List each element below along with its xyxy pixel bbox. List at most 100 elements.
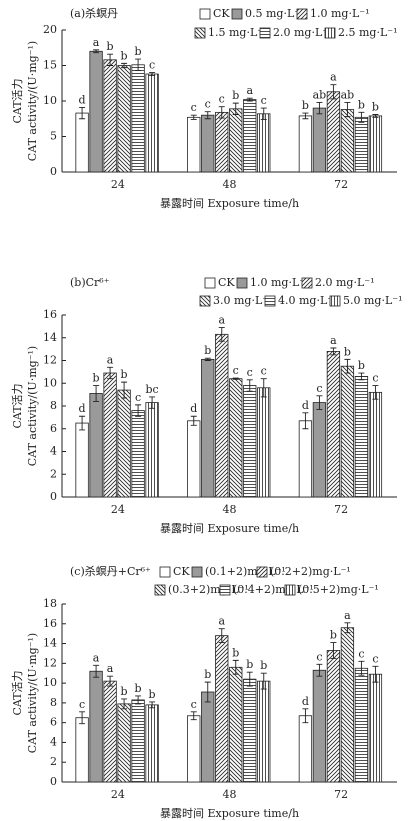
error-bar [344, 358, 351, 374]
error-bar [330, 347, 337, 356]
significance-letter: a [93, 651, 100, 664]
error-bar [79, 711, 86, 725]
error-bar [316, 101, 323, 115]
bar [354, 116, 369, 173]
significance-letter: b [330, 629, 337, 642]
legend-label: 1.0 mg·L⁻¹ [250, 276, 309, 289]
significance-letter: b [232, 89, 239, 102]
bar [215, 111, 229, 173]
error-bar [302, 112, 309, 120]
significance-letter: b [121, 49, 128, 62]
x-tick-label: 48 [223, 788, 237, 801]
significance-letter: a [218, 615, 225, 628]
significance-letter: b [121, 685, 128, 698]
error-bar [218, 628, 225, 644]
error-bar [149, 396, 156, 409]
bar [326, 91, 341, 173]
y-tick-label: 16 [43, 308, 57, 321]
x-tick-label: 48 [223, 178, 237, 191]
y-tick-label: 12 [43, 354, 57, 367]
error-bar [190, 114, 197, 120]
error-bar [246, 671, 253, 687]
y-tick-label: 18 [43, 597, 57, 610]
bar [215, 635, 229, 783]
significance-letter: b [135, 682, 142, 695]
legend-swatch [199, 8, 211, 20]
legend-swatch [191, 566, 203, 578]
y-axis-label: CAT活力 [11, 670, 24, 715]
legend-label: 1.0 mg·L⁻¹ [310, 7, 369, 20]
legend-label: 1.5 mg·L⁻¹ [208, 26, 267, 39]
error-bar [135, 58, 142, 71]
significance-letter: c [191, 698, 197, 711]
legend-label: 2.0 mg·L⁻¹ [315, 276, 374, 289]
y-tick-label: 6 [50, 716, 57, 729]
bar [229, 108, 243, 173]
bar [354, 667, 369, 783]
bar [75, 422, 89, 498]
significance-letter: c [149, 59, 155, 72]
error-bar [302, 412, 309, 430]
bar [243, 385, 257, 498]
y-tick-label: 6 [50, 422, 57, 435]
legend-label: (0.2+2)mg·L⁻¹ [270, 565, 351, 578]
significance-letter: a [330, 71, 337, 84]
bar [89, 50, 103, 173]
significance-letter: ab [313, 88, 327, 101]
bar [131, 699, 145, 783]
significance-letter: c [316, 382, 322, 395]
significance-letter: d [79, 93, 86, 106]
x-tick-label: 48 [223, 503, 237, 516]
significance-letter: d [190, 402, 197, 415]
legend-label: 4.0 mg·L⁻¹ [278, 294, 337, 307]
x-tick-label: 24 [111, 178, 125, 191]
bar [340, 109, 355, 173]
significance-letter: c [247, 366, 253, 379]
significance-letter: b [107, 40, 114, 53]
bar [89, 670, 103, 783]
significance-letter: c [219, 93, 225, 106]
significance-letter: ab [341, 88, 355, 101]
error-bar [246, 97, 253, 102]
error-bar [79, 415, 86, 431]
significance-letter: b [358, 98, 365, 111]
bar [117, 703, 131, 783]
panel-title: (b)Cr⁶⁺ [70, 276, 110, 289]
bar [368, 673, 383, 783]
legend-swatch [301, 277, 313, 289]
legend-label: 2.5 mg·L⁻¹ [338, 26, 397, 39]
y-tick-label: 0 [50, 775, 57, 788]
legend-swatch [329, 295, 341, 307]
bar [298, 420, 313, 498]
significance-letter: b [232, 646, 239, 659]
error-bar [232, 102, 239, 115]
bar [117, 389, 131, 498]
significance-letter: a [344, 609, 351, 622]
error-bar [358, 372, 365, 381]
x-tick-label: 72 [334, 788, 348, 801]
error-bar [344, 622, 351, 634]
x-axis-label: 暴露时间 Exposure time/h [160, 522, 299, 535]
bar [75, 717, 89, 783]
significance-letter: c [205, 98, 211, 111]
legend-swatch [194, 27, 206, 39]
significance-letter: b [260, 659, 267, 672]
significance-letter: b [344, 345, 351, 358]
legend-swatch [231, 8, 243, 20]
bar [187, 116, 201, 173]
legend-swatch [296, 8, 308, 20]
x-tick-label: 72 [334, 503, 348, 516]
bar [326, 350, 341, 498]
error-bar [135, 695, 142, 705]
error-bar [93, 385, 100, 402]
y-tick-label: 4 [50, 735, 57, 748]
legend-swatch [154, 584, 166, 596]
y-axis-label: CAT activity/(U·mg⁻¹) [26, 41, 39, 161]
y-tick-label: 2 [50, 755, 57, 768]
x-tick-label: 72 [334, 178, 348, 191]
error-bar [121, 381, 128, 399]
y-axis-label: CAT活力 [11, 78, 24, 123]
significance-letter: c [261, 94, 267, 107]
